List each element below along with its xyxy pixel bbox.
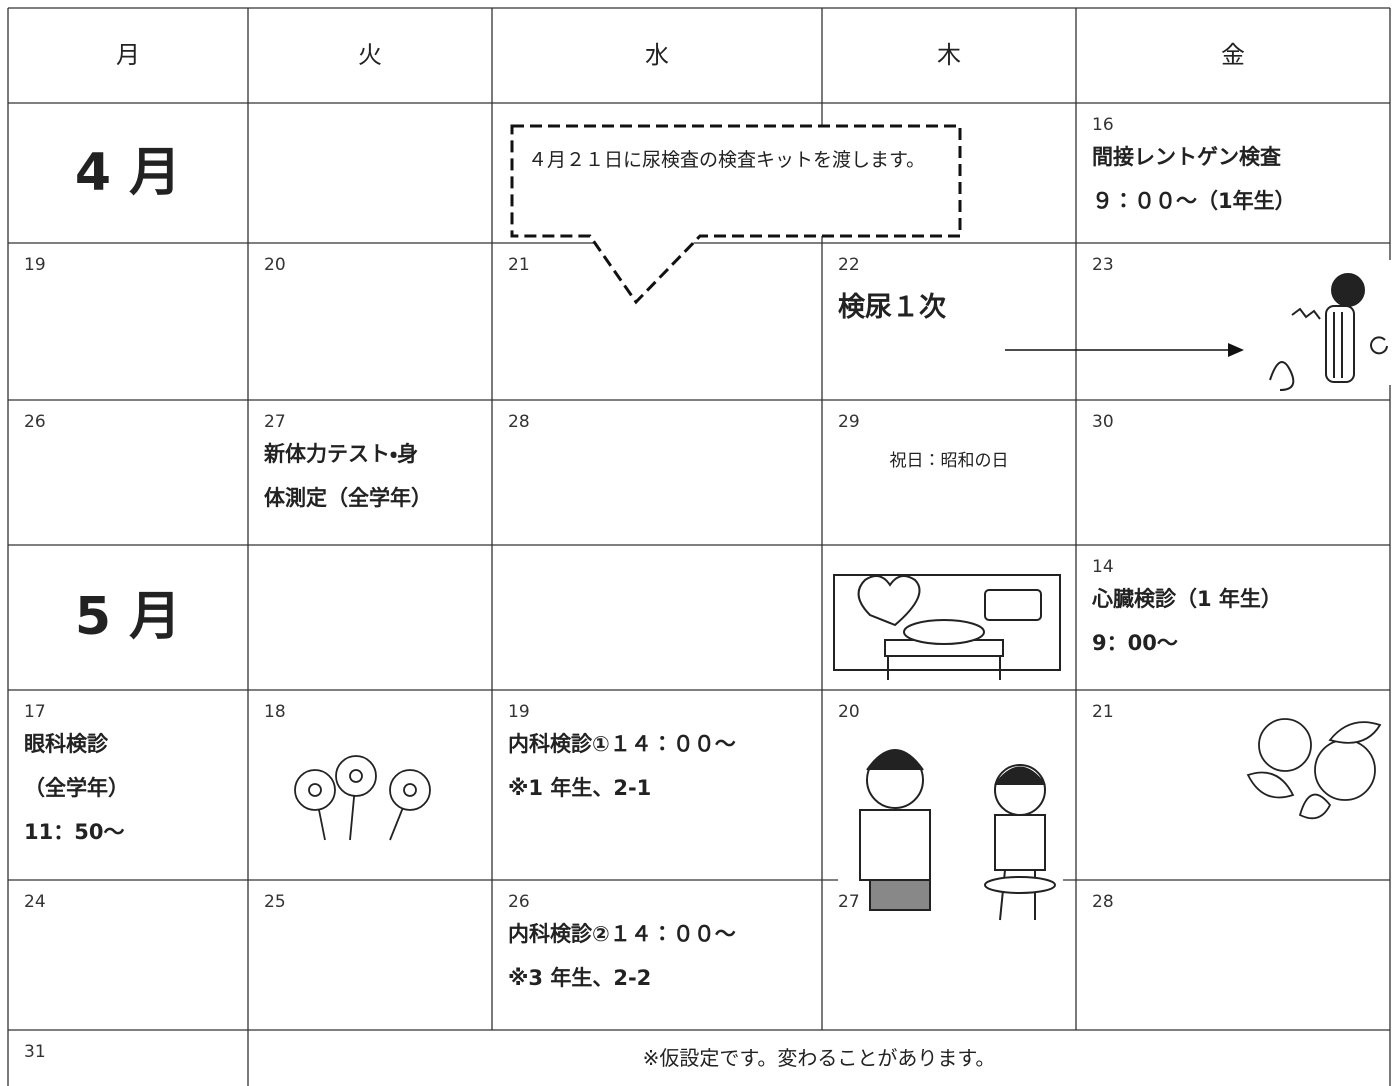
day-cell: 26 xyxy=(8,400,248,545)
callout-box xyxy=(510,124,962,305)
date-number: 28 xyxy=(1092,892,1114,912)
date-number: 24 xyxy=(24,892,46,912)
date-number: 26 xyxy=(508,892,530,912)
date-number: 28 xyxy=(508,412,530,432)
day-cell: 28 xyxy=(492,400,822,545)
month-label: 5 月 xyxy=(74,587,182,647)
event-text: ９：００～（1年生） xyxy=(1092,189,1296,213)
event-text: 内科検診②１４：００～ xyxy=(508,922,736,946)
holiday-note: 祝日：昭和の日 xyxy=(889,451,1009,471)
doctor-illustration xyxy=(838,740,1063,932)
day-cell: 28 xyxy=(1076,880,1390,1030)
day-cell: 25 xyxy=(248,880,492,1030)
day-cell: 19 内科検診①１４：００～ ※1 年生、2-1 xyxy=(492,690,822,880)
weekday-header: 木 xyxy=(937,41,961,69)
weekday-header: 月 xyxy=(116,41,140,69)
event-text: 体測定（全学年） xyxy=(264,486,432,510)
flowers-illustration xyxy=(294,755,431,841)
date-number: 27 xyxy=(264,412,286,432)
date-number: 14 xyxy=(1092,557,1114,577)
date-number: 26 xyxy=(24,412,46,432)
heart-exam-illustration xyxy=(833,574,1061,680)
date-number: 21 xyxy=(1092,702,1114,722)
day-cell: 5 月 xyxy=(8,545,248,690)
date-number: 18 xyxy=(264,702,286,722)
event-text: 心臓検診（1 年生） xyxy=(1092,587,1282,611)
day-cell: 16 間接レントゲン検査 ９：００～（1年生） xyxy=(1076,103,1390,243)
event-text: 検尿１次 xyxy=(838,292,946,323)
day-cell: 4 月 xyxy=(8,103,248,243)
date-number: 19 xyxy=(508,702,530,722)
event-text: ※3 年生、2-2 xyxy=(508,966,652,990)
event-text: 11：50～ xyxy=(24,820,125,844)
date-number: 16 xyxy=(1092,115,1114,135)
day-cell: 31 xyxy=(8,1030,248,1086)
event-text: 新体力テスト・身 xyxy=(264,442,419,466)
date-number: 25 xyxy=(264,892,286,912)
weekday-header: 金 xyxy=(1221,41,1245,69)
date-number: 23 xyxy=(1092,255,1114,275)
weekday-header: 水 xyxy=(645,41,669,69)
date-number: 17 xyxy=(24,702,46,722)
day-cell: 20 xyxy=(822,690,1076,880)
event-text: （全学年） xyxy=(24,776,129,800)
day-cell: 22 検尿１次 xyxy=(822,243,1076,400)
day-cell: 24 xyxy=(8,880,248,1030)
date-number: 29 xyxy=(838,412,860,432)
day-cell: 21 xyxy=(492,243,822,400)
day-cell: 18 xyxy=(248,690,492,880)
day-cell: 30 xyxy=(1076,400,1390,545)
event-text: 9：00～ xyxy=(1092,631,1178,655)
date-number: 21 xyxy=(508,255,530,275)
arrow-head xyxy=(1228,343,1244,357)
day-cell: 20 xyxy=(248,243,492,400)
month-label: 4 月 xyxy=(74,143,182,203)
day-cell: 26 内科検診②１４：００～ ※3 年生、2-2 xyxy=(492,880,822,1030)
event-text: 内科検診①１４：００～ xyxy=(508,732,736,756)
date-number: 27 xyxy=(838,892,860,912)
day-cell: 17 眼科検診 （全学年） 11：50～ xyxy=(8,690,248,880)
date-number: 31 xyxy=(24,1042,46,1062)
date-number: 20 xyxy=(264,255,286,275)
day-cell: 19 xyxy=(8,243,248,400)
day-cell: 23 xyxy=(1076,243,1390,400)
weekday-header: 火 xyxy=(358,41,382,69)
callout-text: ４月２１日に尿検査の検査キットを渡します。 xyxy=(528,149,926,171)
day-cell: 21 xyxy=(1076,690,1390,880)
boy-illustration xyxy=(1269,273,1388,391)
event-text: 間接レントゲン検査 xyxy=(1092,145,1281,169)
footnote: ※仮設定です。変わることがあります。 xyxy=(642,1046,996,1070)
day-cell: 29 祝日：昭和の日 xyxy=(822,400,1076,545)
date-number: 19 xyxy=(24,255,46,275)
date-number: 22 xyxy=(838,255,860,275)
day-cell: 27 xyxy=(822,880,1076,1030)
event-text: ※1 年生、2-1 xyxy=(508,776,652,800)
day-cell: 27 新体力テスト・身 体測定（全学年） xyxy=(248,400,492,545)
date-number: 30 xyxy=(1092,412,1114,432)
event-text: 眼科検診 xyxy=(24,732,108,756)
day-cell: 14 心臓検診（1 年生） 9：00～ xyxy=(1076,545,1390,690)
date-number: 20 xyxy=(838,702,860,722)
hydrangea-illustration xyxy=(1246,718,1382,820)
